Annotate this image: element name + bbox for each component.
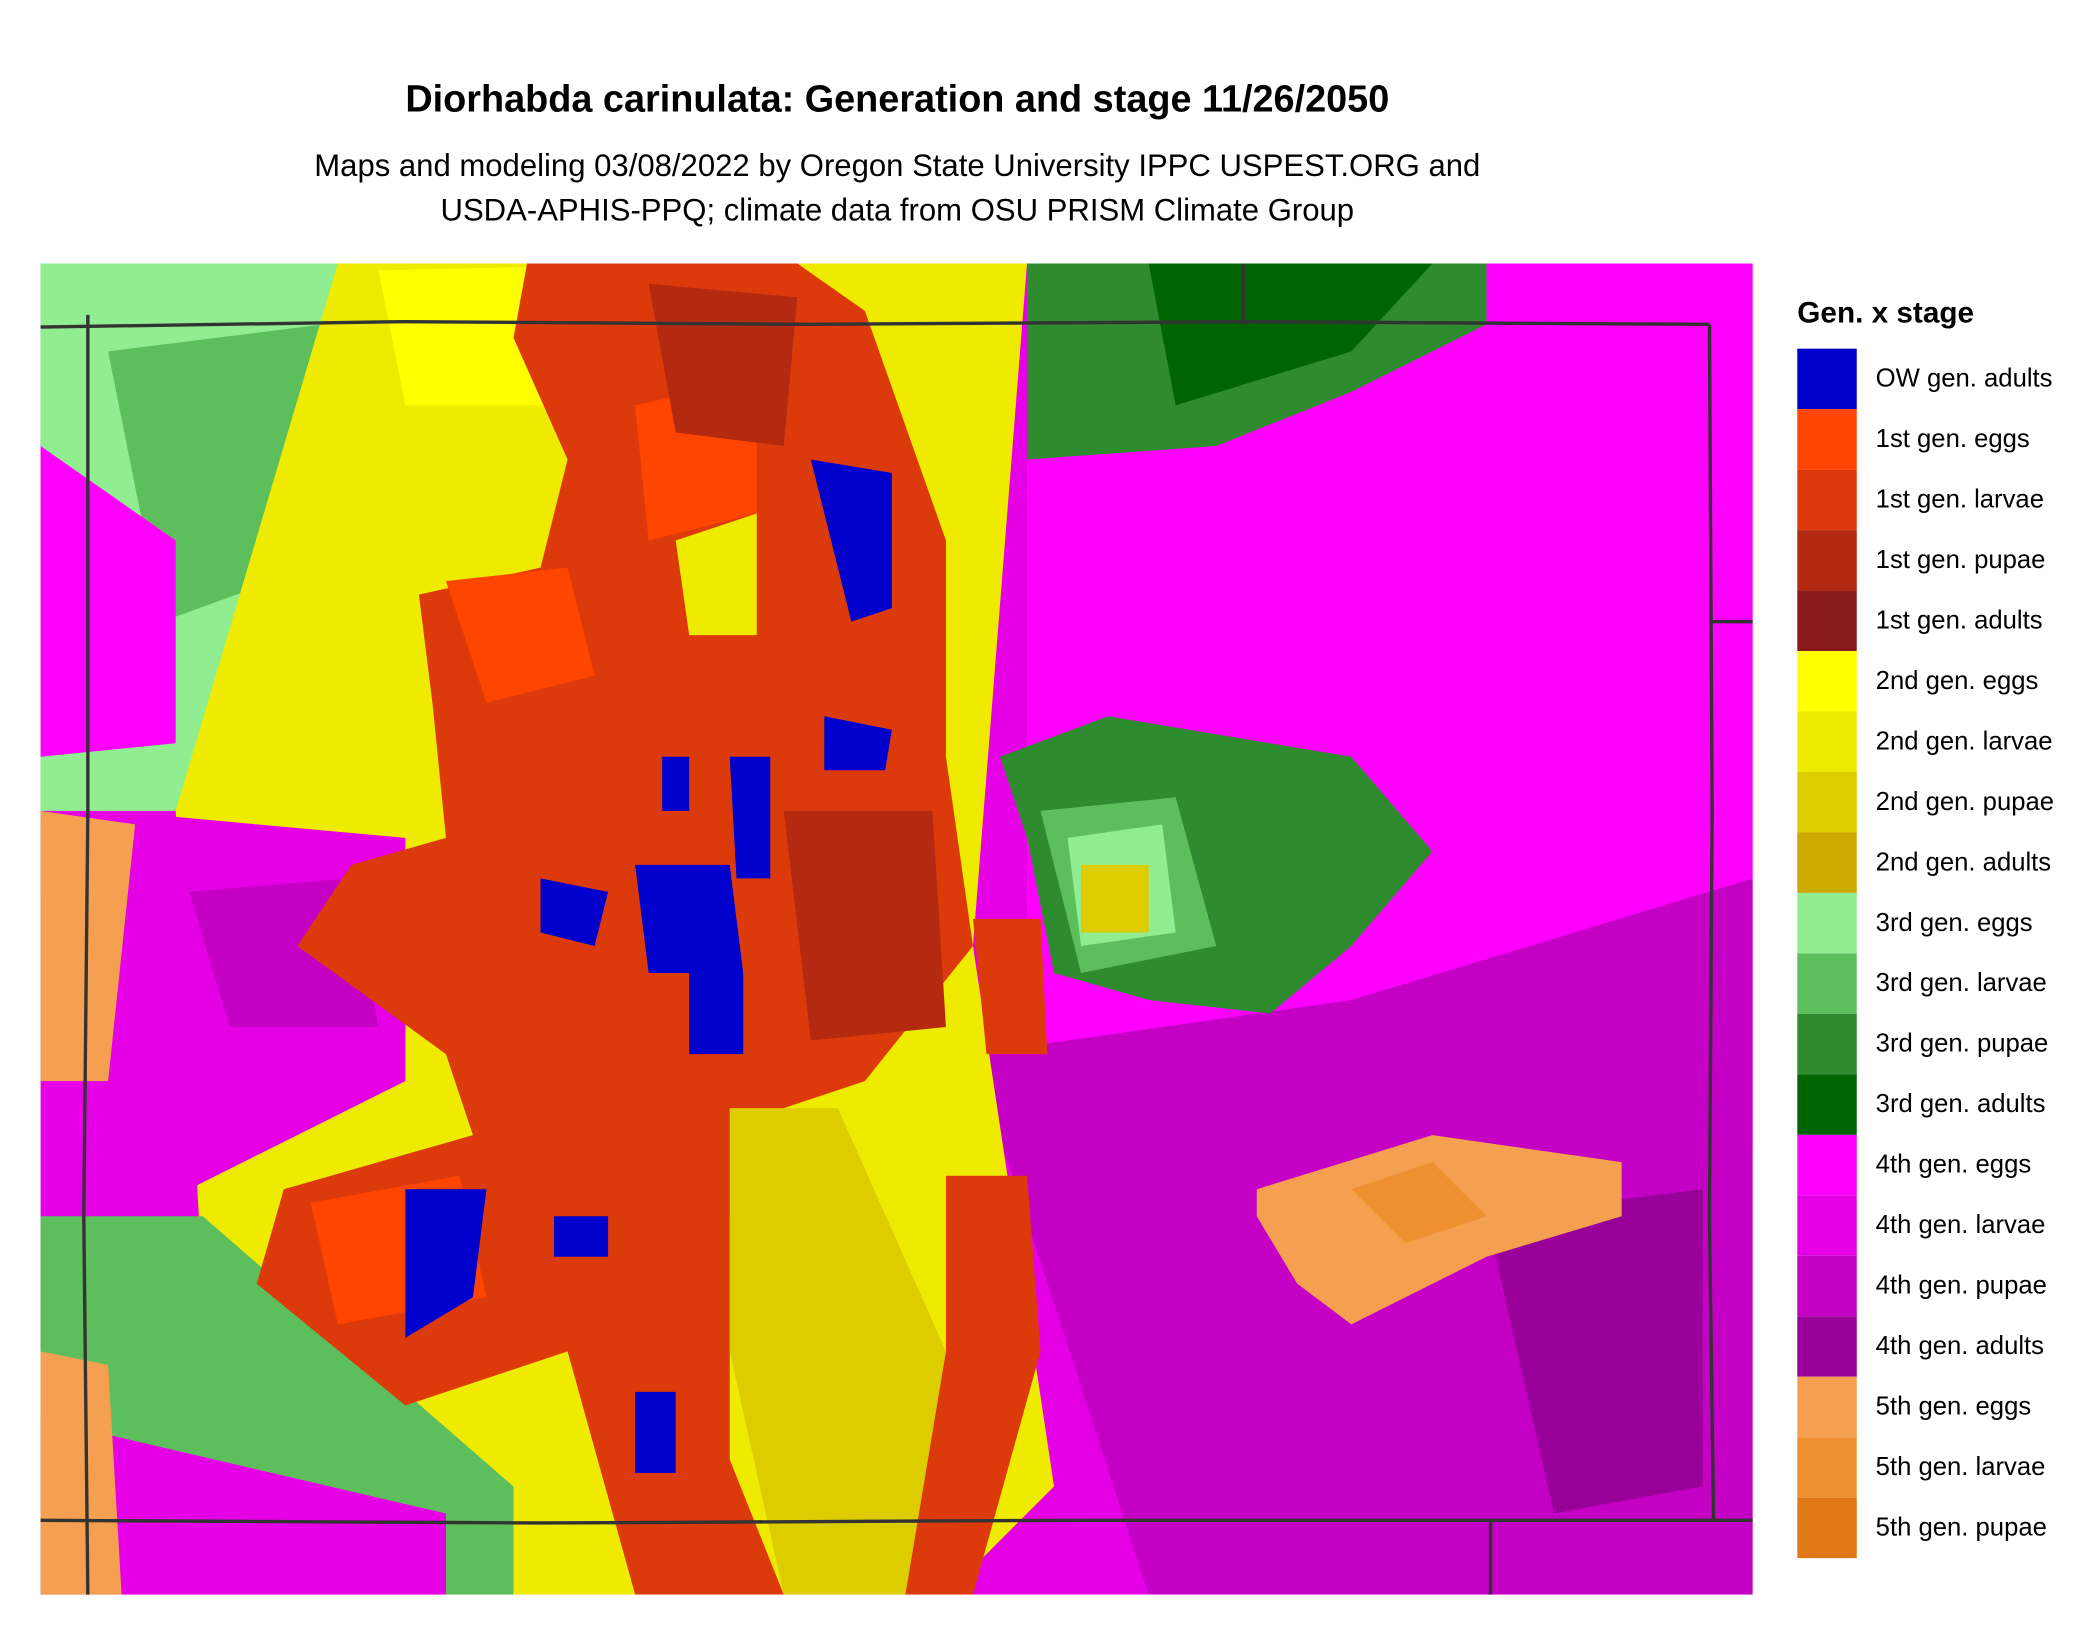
map-region bbox=[540, 878, 609, 946]
legend-label: 1st gen. pupae bbox=[1876, 546, 2046, 574]
map-region bbox=[1081, 864, 1149, 933]
map-region bbox=[554, 1216, 609, 1257]
map-region bbox=[689, 972, 744, 1055]
legend-label: 5th gen. eggs bbox=[1876, 1393, 2032, 1421]
legend-label: OW gen. adults bbox=[1876, 365, 2053, 393]
map-region bbox=[729, 1108, 946, 1595]
legend-swatch bbox=[1797, 1134, 1857, 1196]
legend-label: 4th gen. pupae bbox=[1876, 1272, 2047, 1300]
title: Diorhabda carinulata: Generation and sta… bbox=[405, 78, 1389, 120]
state-borders bbox=[40, 263, 1753, 1595]
legend-label: 1st gen. larvae bbox=[1876, 485, 2044, 513]
legend-label: 2nd gen. pupae bbox=[1876, 788, 2054, 816]
legend-label: 2nd gen. eggs bbox=[1876, 667, 2039, 695]
legend: OW gen. adults 1st gen. eggs 1st gen. larv… bbox=[1797, 348, 2054, 1559]
legend-swatch bbox=[1797, 1437, 1857, 1498]
legend-swatch bbox=[1797, 1255, 1857, 1317]
legend-label: 3rd gen. larvae bbox=[1876, 969, 2047, 997]
legend-swatch bbox=[1797, 1497, 1857, 1559]
legend-label: 4th gen. adults bbox=[1876, 1332, 2044, 1360]
subtitle: Maps and modeling 03/08/2022 by Oregon S… bbox=[314, 148, 1480, 183]
legend-label: 2nd gen. adults bbox=[1876, 848, 2051, 876]
legend-label: 3rd gen. eggs bbox=[1876, 909, 2033, 937]
map-region bbox=[405, 1189, 487, 1338]
legend-swatch bbox=[1797, 1074, 1857, 1135]
map-region bbox=[1148, 263, 1433, 406]
legend-swatch bbox=[1797, 409, 1857, 470]
map-region bbox=[824, 716, 892, 771]
legend-swatch bbox=[1797, 711, 1857, 772]
map-region bbox=[1351, 1162, 1487, 1244]
legend-swatch bbox=[1797, 832, 1857, 893]
map-region bbox=[445, 567, 595, 703]
legend-swatch bbox=[1797, 771, 1857, 833]
legend-label: 5th gen. larvae bbox=[1876, 1453, 2046, 1481]
legend-swatch bbox=[1797, 1013, 1857, 1075]
legend-swatch bbox=[1797, 1316, 1857, 1377]
legend-swatch bbox=[1797, 1376, 1857, 1438]
map-region bbox=[635, 1391, 676, 1473]
map-region bbox=[810, 459, 892, 622]
map-region bbox=[40, 1418, 446, 1595]
legend-label: 4th gen. eggs bbox=[1876, 1151, 2032, 1179]
map-region bbox=[40, 1351, 122, 1595]
legend-swatch bbox=[1797, 348, 1857, 410]
map-region bbox=[729, 756, 771, 879]
map-region bbox=[662, 756, 690, 811]
map-region bbox=[905, 1175, 1041, 1595]
map-region bbox=[675, 513, 757, 636]
subtitle: USDA-APHIS-PPQ; climate data from OSU PR… bbox=[441, 192, 1355, 227]
map-region bbox=[40, 445, 176, 757]
map-region bbox=[635, 864, 744, 973]
legend-label: 1st gen. adults bbox=[1876, 606, 2043, 634]
legend-label: 4th gen. larvae bbox=[1876, 1211, 2046, 1239]
legend-swatch bbox=[1797, 892, 1857, 954]
legend-label: 5th gen. pupae bbox=[1876, 1514, 2047, 1542]
legend-label: 3rd gen. pupae bbox=[1876, 1030, 2049, 1058]
legend-label: 1st gen. eggs bbox=[1876, 425, 2030, 453]
legend-swatch bbox=[1797, 651, 1857, 712]
legend-swatch bbox=[1797, 590, 1857, 652]
legend-swatch bbox=[1797, 1195, 1857, 1256]
map-raster bbox=[40, 263, 1753, 1595]
legend-title: Gen. x stage bbox=[1797, 297, 1974, 330]
map-region bbox=[783, 810, 946, 1041]
legend-swatch bbox=[1797, 530, 1857, 591]
legend-label: 3rd gen. adults bbox=[1876, 1090, 2046, 1118]
map-region bbox=[1486, 1189, 1703, 1514]
map-region bbox=[972, 918, 1048, 1055]
legend-label: 2nd gen. larvae bbox=[1876, 727, 2053, 755]
legend-swatch bbox=[1797, 469, 1857, 531]
legend-swatch bbox=[1797, 953, 1857, 1014]
